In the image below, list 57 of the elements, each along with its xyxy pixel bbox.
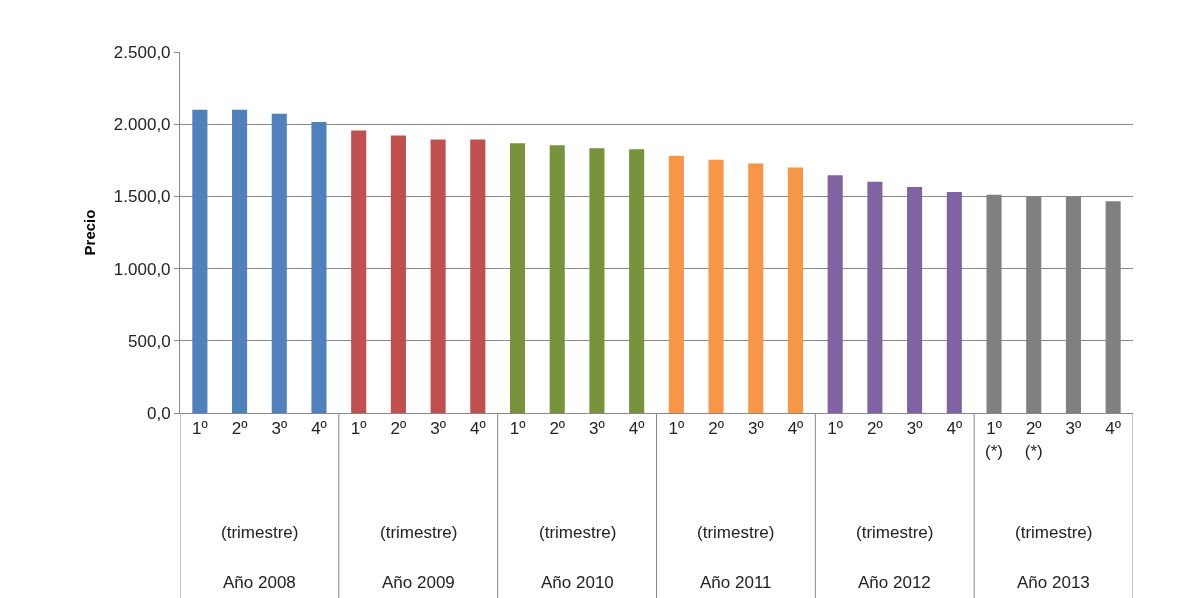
- text: (trimestre) Año 2009: [380, 523, 458, 592]
- x-tick-label: 2º: [867, 419, 883, 439]
- x-tick-label: 2º: [708, 419, 724, 439]
- bar: [827, 175, 843, 413]
- text: (trimestre) Año 2012: [856, 523, 934, 592]
- bar: [629, 149, 645, 413]
- y-tick-label: 1.000,0: [113, 259, 171, 279]
- text: (trimestre) Año 2008: [221, 523, 299, 592]
- bar: [509, 143, 526, 413]
- x-tick-label: 4º: [787, 419, 804, 439]
- bar: [390, 135, 406, 413]
- text: (trimestre) Año 2010: [539, 523, 617, 592]
- bar: [311, 121, 327, 413]
- bar: [430, 139, 446, 413]
- bar: [867, 181, 883, 413]
- x-tick-label: 1º: [350, 419, 367, 439]
- x-tick-label: 3º: [747, 419, 764, 439]
- bar: [232, 109, 248, 413]
- bar: [470, 139, 486, 413]
- x-tick-label: 2º (*): [1024, 419, 1043, 461]
- bar: [907, 187, 923, 413]
- text: (trimestre) Año 2013: [1015, 523, 1093, 592]
- x-tick-label: 1º: [509, 419, 526, 439]
- bar: [668, 155, 684, 413]
- y-tick-label: 0,0: [146, 403, 171, 423]
- y-tick-label: 1.500,0: [113, 187, 171, 207]
- y-axis-title: Precio: [81, 209, 99, 256]
- bar: [708, 159, 724, 413]
- x-tick-label: 1º: [827, 419, 844, 439]
- x-tick-label: 4º: [311, 419, 327, 439]
- y-tick-label: 2.500,0: [113, 42, 171, 62]
- x-tick-label: 1º: [668, 419, 685, 439]
- bar: [192, 109, 208, 413]
- bar: [271, 113, 287, 413]
- x-tick-label: 3º: [271, 419, 288, 439]
- x-tick-label: 4º: [469, 419, 486, 439]
- bar: [946, 192, 962, 413]
- text: (trimestre) Año 2011: [697, 523, 775, 592]
- bar: [787, 167, 804, 413]
- bar: [589, 148, 605, 413]
- x-tick-label: 4º: [946, 419, 963, 439]
- x-tick-label: 3º: [1065, 419, 1082, 439]
- x-tick-label: 2º: [231, 419, 248, 439]
- y-tick-label: 500,0: [128, 331, 171, 351]
- bar: [748, 163, 764, 413]
- bar: [351, 130, 367, 413]
- y-tick-label: 2.000,0: [113, 115, 171, 135]
- bar: [549, 145, 565, 413]
- x-tick-label: 2º: [390, 419, 407, 439]
- x-tick-label: 2º: [549, 419, 566, 439]
- x-tick-label: 3º: [430, 419, 446, 439]
- x-tick-label: 1º (*): [985, 419, 1003, 461]
- x-tick-label: 1º: [192, 419, 208, 439]
- x-tick-label: 3º: [589, 419, 605, 439]
- x-tick-label: 4º: [628, 419, 645, 439]
- x-tick-label: 3º: [906, 419, 923, 439]
- x-tick-label: 4º: [1105, 419, 1121, 439]
